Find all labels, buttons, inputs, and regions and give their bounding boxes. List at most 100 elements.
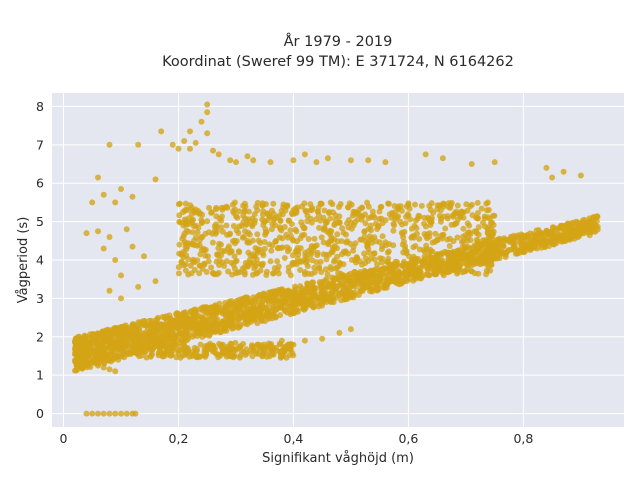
scatter-point xyxy=(460,238,467,245)
scatter-point xyxy=(189,323,195,330)
scatter-point xyxy=(328,248,335,255)
scatter-point xyxy=(412,260,419,267)
scatter-point xyxy=(367,222,374,229)
scatter-point xyxy=(237,352,244,359)
scatter-point xyxy=(405,200,412,207)
scatter-point xyxy=(400,238,407,245)
scatter-point xyxy=(484,226,491,233)
scatter-point xyxy=(539,236,546,243)
scatter-point xyxy=(218,320,225,327)
scatter-point xyxy=(454,202,461,209)
scatter-point xyxy=(341,292,348,299)
scatter-point xyxy=(202,310,209,317)
scatter-point xyxy=(564,225,571,232)
scatter-point xyxy=(298,219,305,226)
scatter-point xyxy=(281,299,288,306)
scatter-point xyxy=(294,245,301,251)
scatter-point xyxy=(423,233,430,240)
scatter-point xyxy=(187,128,193,135)
scatter-point xyxy=(361,228,368,235)
scatter-point xyxy=(193,346,200,353)
scatter-point xyxy=(216,240,223,247)
scatter-point xyxy=(549,174,556,181)
scatter-point xyxy=(73,345,79,352)
scatter-point xyxy=(379,233,386,240)
scatter-point xyxy=(255,237,262,244)
scatter-point xyxy=(189,229,196,236)
scatter-point xyxy=(178,259,185,266)
scatter-point xyxy=(220,349,227,356)
scatter-point xyxy=(199,333,206,340)
scatter-point xyxy=(129,243,136,250)
scatter-point xyxy=(233,306,240,313)
scatter-point xyxy=(264,296,270,303)
scatter-point xyxy=(189,333,196,340)
scatter-point xyxy=(273,347,280,354)
scatter-point xyxy=(258,312,265,319)
scatter-point xyxy=(185,215,192,222)
scatter-point xyxy=(317,200,324,207)
scatter-point xyxy=(212,317,219,324)
scatter-point xyxy=(211,303,218,310)
scatter-point xyxy=(202,252,209,259)
scatter-point xyxy=(201,260,208,267)
scatter-point xyxy=(332,216,339,223)
scatter-point xyxy=(559,238,566,245)
scatter-point xyxy=(303,208,310,215)
scatter-point xyxy=(244,239,251,246)
scatter-point xyxy=(141,253,147,260)
scatter-point xyxy=(235,323,242,330)
scatter-point xyxy=(385,270,392,277)
scatter-point xyxy=(308,206,315,213)
scatter-point xyxy=(458,208,465,215)
scatter-point xyxy=(218,344,225,351)
scatter-point xyxy=(311,269,318,276)
scatter-point xyxy=(149,351,155,358)
scatter-point xyxy=(200,324,207,331)
scatter-point xyxy=(319,335,326,342)
scatter-point xyxy=(490,250,497,257)
scatter-point xyxy=(227,340,234,347)
scatter-point xyxy=(195,323,202,330)
scatter-point xyxy=(355,270,362,277)
scatter-point xyxy=(485,207,492,213)
scatter-point xyxy=(100,364,107,371)
scatter-point xyxy=(89,410,96,417)
y-tick-label: 0 xyxy=(36,406,44,421)
scatter-point xyxy=(311,264,318,271)
scatter-point xyxy=(228,248,235,255)
scatter-point xyxy=(275,244,282,251)
scatter-point xyxy=(109,347,116,354)
scatter-point xyxy=(464,207,471,214)
scatter-point xyxy=(366,233,373,240)
scatter-point xyxy=(365,284,371,291)
scatter-point xyxy=(259,350,266,357)
scatter-point xyxy=(220,304,227,311)
scatter-point xyxy=(105,326,111,333)
scatter-point xyxy=(226,353,233,359)
scatter-point xyxy=(480,237,486,244)
scatter-point xyxy=(358,204,365,211)
scatter-point xyxy=(391,203,398,209)
scatter-point xyxy=(453,258,460,265)
scatter-point xyxy=(407,216,414,223)
scatter-point xyxy=(398,229,405,236)
scatter-point xyxy=(229,300,236,307)
scatter-point xyxy=(345,250,352,257)
scatter-point xyxy=(214,251,221,258)
scatter-point xyxy=(197,251,204,258)
y-tick-label: 2 xyxy=(36,329,44,344)
y-tick-label: 5 xyxy=(36,214,44,229)
scatter-point xyxy=(136,353,143,360)
scatter-point xyxy=(446,235,453,242)
scatter-point xyxy=(331,258,337,265)
scatter-point xyxy=(483,271,490,278)
scatter-point xyxy=(80,339,87,346)
scatter-point xyxy=(180,310,187,317)
scatter-point xyxy=(464,220,471,227)
scatter-point xyxy=(103,338,110,345)
scatter-point xyxy=(332,265,339,272)
scatter-point xyxy=(280,348,286,355)
scatter-point xyxy=(313,259,320,266)
scatter-point xyxy=(464,266,470,273)
